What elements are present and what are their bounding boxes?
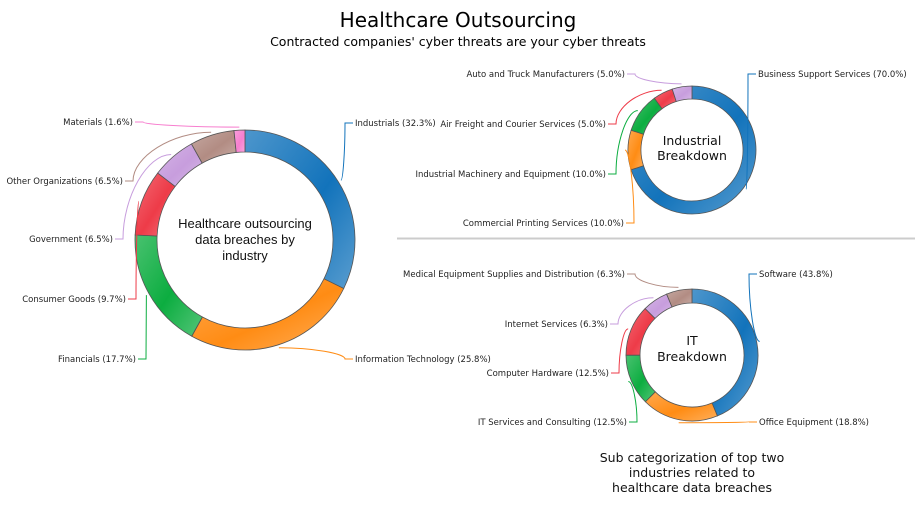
donut-industrial-center-line-2: Breakdown (657, 148, 727, 163)
donut-industrial-breakdown: Business Support Services (70.0%) Commerc… (415, 70, 906, 229)
slice-label: Auto and Truck Manufacturers (5.0%) (466, 70, 625, 80)
leader-line (745, 73, 756, 190)
donut-slice[interactable] (134, 234, 203, 337)
donut-slice[interactable] (666, 288, 693, 308)
slice-label: Computer Hardware (12.5%) (487, 369, 609, 379)
leader-line (608, 110, 638, 175)
leader-line (610, 297, 654, 325)
leader-line (608, 89, 662, 125)
slice-label: Internet Services (6.3%) (505, 320, 608, 330)
donut-slice[interactable] (644, 391, 718, 422)
donut-industry: Industrials (32.3%) Information Technolog… (6, 118, 490, 365)
leader-line (128, 200, 140, 300)
leader-line (624, 149, 635, 224)
chart-subtitle: Contracted companies' cyber threats are … (270, 34, 646, 49)
slice-label: Materials (1.6%) (63, 118, 133, 128)
slice-label: Consumer Goods (9.7%) (22, 295, 126, 305)
donut-slice[interactable] (244, 129, 356, 290)
donut-slice[interactable] (630, 85, 757, 215)
leader-line (278, 347, 353, 360)
leader-line (138, 294, 147, 360)
slice-label: Commercial Printing Services (10.0%) (463, 219, 624, 229)
leader-line (628, 381, 638, 423)
donut-it-center-line-2: Breakdown (657, 349, 727, 364)
donut-slice[interactable] (191, 278, 345, 351)
donut-industry-center-line-3: industry (222, 248, 268, 263)
leader-line (115, 153, 172, 240)
slice-label: Other Organizations (6.5%) (6, 177, 123, 187)
donut-it-breakdown: Software (43.8%) Office Equipment (18.8%)… (403, 270, 869, 428)
leader-line (678, 421, 757, 424)
donut-slice[interactable] (625, 354, 656, 403)
caption-line-2: industries related to (629, 465, 755, 480)
slice-label: Government (6.5%) (29, 235, 113, 245)
slice-label: Medical Equipment Supplies and Distribut… (403, 270, 625, 280)
caption-line-3: healthcare data breaches (612, 480, 772, 495)
slice-label: Software (43.8%) (759, 270, 833, 280)
leader-line (125, 131, 212, 182)
leader-line (135, 121, 240, 128)
donut-slice[interactable] (630, 97, 663, 135)
leader-line (627, 73, 682, 85)
leader-line (748, 273, 760, 342)
slice-label: IT Services and Consulting (12.5%) (478, 418, 627, 428)
donut-it-center-line-1: IT (686, 333, 698, 348)
slice-label: Financials (17.7%) (58, 355, 136, 365)
slice-label: Air Freight and Courier Services (5.0%) (440, 120, 606, 130)
donut-industrial-center-line-1: Industrial (663, 133, 722, 148)
leader-line (611, 328, 629, 374)
slice-label: Industrials (32.3%) (355, 119, 436, 129)
donut-industry-center-line-1: Healthcare outsourcing (178, 216, 312, 231)
donut-slice[interactable] (671, 85, 693, 102)
slice-label: Office Equipment (18.8%) (759, 418, 869, 428)
chart-title: Healthcare Outsourcing (340, 8, 577, 32)
caption-line-1: Sub categorization of top two (600, 450, 784, 465)
donut-slice[interactable] (233, 129, 246, 153)
leader-line (627, 273, 679, 288)
donut-slice[interactable] (625, 307, 656, 356)
slice-label: Information Technology (25.8%) (355, 355, 491, 365)
donut-industry-center-line-2: data breaches by (195, 232, 295, 247)
slice-label: Industrial Machinery and Equipment (10.0… (415, 170, 606, 180)
leader-line (340, 122, 353, 181)
donut-slice[interactable] (134, 172, 176, 237)
slice-label: Business Support Services (70.0%) (758, 70, 907, 80)
